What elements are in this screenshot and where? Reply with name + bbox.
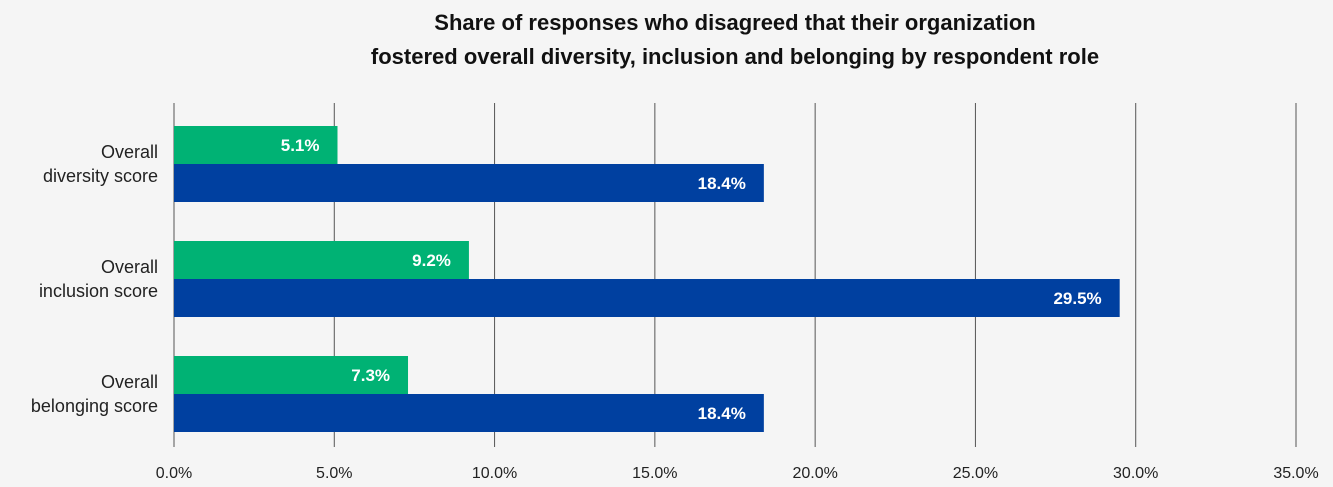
bars	[174, 126, 1120, 432]
bar-labels: 5.1% 18.4% 9.2% 29.5% 7.3% 18.4%	[281, 136, 1102, 423]
bar-label-s0-c0: 5.1%	[281, 136, 320, 155]
x-tick-labels: 0.0% 5.0% 10.0% 15.0% 20.0% 25.0% 30.0% 35.0%	[156, 465, 1319, 482]
category-label-1-line-0: Overall	[101, 257, 158, 277]
category-label-2-line-0: Overall	[101, 372, 158, 392]
x-tick-label-5: 25.0%	[953, 465, 998, 482]
x-tick-label-4: 20.0%	[792, 465, 837, 482]
bar-s0-c1	[174, 241, 469, 279]
category-label-0-line-1: diversity score	[43, 166, 158, 186]
bar-s1-c0	[174, 164, 764, 202]
category-label-1-line-1: inclusion score	[39, 281, 158, 301]
bar-s0-c2	[174, 356, 409, 394]
x-tick-label-6: 30.0%	[1113, 465, 1158, 482]
bar-label-s0-c2: 7.3%	[351, 366, 390, 385]
bar-s1-c2	[174, 394, 764, 432]
x-tick-label-1: 5.0%	[316, 465, 352, 482]
category-label-2-line-1: belonging score	[31, 396, 158, 416]
chart-title-line-2: fostered overall diversity, inclusion an…	[371, 44, 1099, 69]
category-labels: Overall diversity score Overall inclusion s…	[31, 142, 158, 416]
chart-title: Share of responses who disagreed that th…	[371, 10, 1099, 69]
category-label-0-line-0: Overall	[101, 142, 158, 162]
bar-label-s1-c1: 29.5%	[1053, 289, 1101, 308]
x-tick-label-0: 0.0%	[156, 465, 192, 482]
bar-label-s1-c2: 18.4%	[698, 404, 746, 423]
x-tick-label-2: 10.0%	[472, 465, 517, 482]
bar-s1-c1	[174, 279, 1120, 317]
bar-label-s0-c1: 9.2%	[412, 251, 451, 270]
bar-s0-c0	[174, 126, 338, 164]
bar-label-s1-c0: 18.4%	[698, 174, 746, 193]
chart-title-line-1: Share of responses who disagreed that th…	[434, 10, 1035, 35]
x-tick-label-7: 35.0%	[1273, 465, 1318, 482]
x-tick-label-3: 15.0%	[632, 465, 677, 482]
